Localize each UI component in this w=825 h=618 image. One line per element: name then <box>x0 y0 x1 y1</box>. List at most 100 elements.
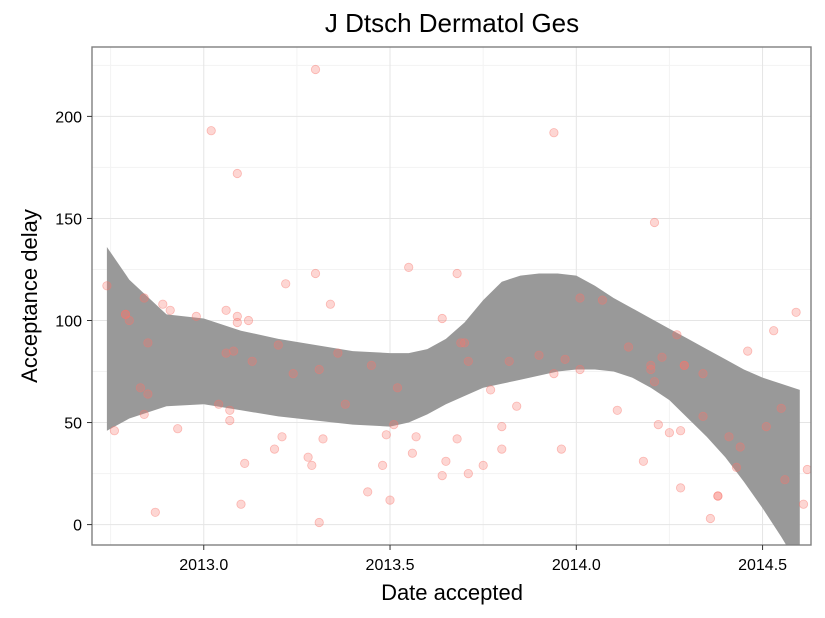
data-point <box>214 399 224 409</box>
data-point <box>698 411 708 421</box>
data-point <box>232 311 242 321</box>
data-point <box>318 434 328 444</box>
data-point <box>679 360 689 370</box>
data-point <box>325 299 335 309</box>
data-point <box>366 360 376 370</box>
data-point <box>411 432 421 442</box>
data-point <box>776 403 786 413</box>
data-point <box>675 426 686 436</box>
data-point <box>247 356 257 366</box>
data-point <box>310 268 321 279</box>
data-point <box>404 262 414 272</box>
data-point <box>705 513 716 524</box>
data-point <box>243 315 254 326</box>
data-point <box>392 383 403 393</box>
data-point <box>333 348 343 358</box>
x-axis: 2013.0 2013.5 2014.0 2014.5 <box>179 545 787 574</box>
data-point <box>120 309 131 319</box>
data-point <box>385 495 395 505</box>
data-point <box>731 462 742 472</box>
data-point <box>377 460 388 470</box>
x-tick-label: 2014.5 <box>738 557 787 574</box>
data-point <box>102 281 112 291</box>
data-point <box>575 293 585 303</box>
data-point <box>798 499 809 509</box>
data-point <box>456 338 466 348</box>
data-point <box>277 432 287 442</box>
x-tick-label: 2013.0 <box>179 557 228 574</box>
data-point <box>340 399 350 409</box>
data-point <box>407 448 417 458</box>
data-point <box>236 499 246 509</box>
data-point <box>623 342 634 352</box>
data-point <box>780 475 790 485</box>
data-point <box>314 364 324 375</box>
data-point <box>303 452 313 462</box>
data-point <box>646 360 656 370</box>
data-point <box>485 385 496 395</box>
data-point <box>512 401 522 411</box>
data-point <box>724 432 734 442</box>
data-point <box>657 352 667 362</box>
data-point <box>504 356 514 366</box>
data-point <box>191 311 201 321</box>
data-point <box>534 350 544 360</box>
data-point <box>649 217 660 228</box>
data-point <box>597 295 608 305</box>
data-point <box>675 483 686 493</box>
data-point <box>124 315 134 326</box>
data-point <box>120 309 131 319</box>
data-point <box>549 368 559 379</box>
data-point <box>769 326 779 336</box>
confidence-band <box>106 247 800 545</box>
plot-background <box>92 47 811 545</box>
data-point <box>314 517 324 528</box>
data-point <box>679 360 689 370</box>
data-point <box>791 307 801 317</box>
data-point <box>437 470 447 481</box>
data-point <box>646 364 656 375</box>
data-point <box>221 348 231 358</box>
data-point <box>381 430 391 440</box>
data-point <box>269 444 280 454</box>
y-axis-title: Acceptance delay <box>17 209 42 383</box>
data-point <box>232 168 242 179</box>
data-point <box>612 405 622 415</box>
data-point <box>761 421 771 432</box>
y-tick-label: 50 <box>64 416 82 433</box>
x-axis-title: Date accepted <box>381 580 523 605</box>
y-tick-label: 0 <box>73 518 82 535</box>
y-tick-label: 150 <box>55 211 82 228</box>
chart-title: J Dtsch Dermatol Ges <box>325 8 579 38</box>
data-point <box>560 354 570 364</box>
y-tick-label: 100 <box>55 313 82 330</box>
data-point <box>363 487 373 497</box>
confidence-band-layer <box>106 247 800 545</box>
data-point <box>139 293 149 303</box>
data-point <box>143 338 153 348</box>
data-point <box>232 317 242 328</box>
data-point <box>664 428 675 438</box>
data-point <box>463 356 473 366</box>
points-layer <box>102 64 811 528</box>
data-point <box>310 64 321 75</box>
x-tick-label: 2014.0 <box>552 557 601 574</box>
data-point <box>713 491 723 501</box>
data-point <box>802 464 811 475</box>
plot-border <box>91 46 812 546</box>
data-point <box>452 434 462 444</box>
data-point <box>437 313 447 324</box>
data-point <box>672 330 682 340</box>
data-point <box>307 460 317 470</box>
data-point <box>139 409 149 419</box>
data-point <box>173 424 183 434</box>
data-point <box>229 346 239 356</box>
data-point <box>575 364 585 375</box>
data-point <box>225 415 235 426</box>
data-point <box>150 507 160 517</box>
data-point <box>288 368 298 379</box>
data-point <box>143 389 153 399</box>
data-point <box>206 126 216 136</box>
data-point <box>743 346 753 356</box>
